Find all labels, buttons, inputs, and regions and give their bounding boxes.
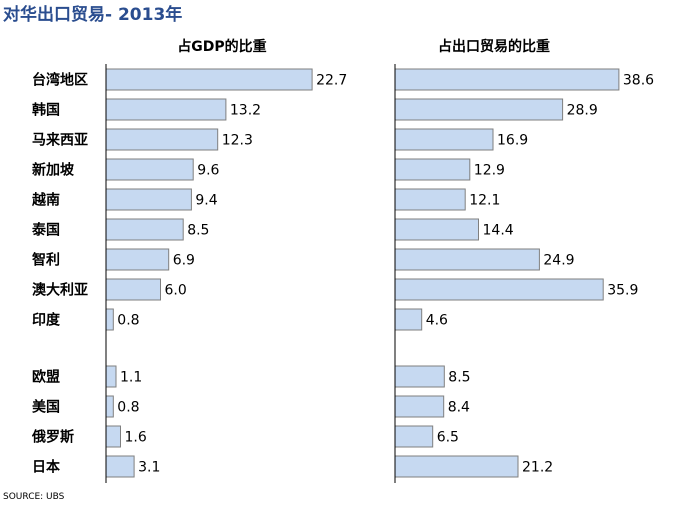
value-label-export-9: 8.5 xyxy=(448,370,470,386)
bar-gdp-8 xyxy=(105,308,114,331)
bar-export-9 xyxy=(394,365,445,388)
bar-gdp-3 xyxy=(105,158,194,181)
bar-export-0 xyxy=(394,68,620,91)
bar-export-3 xyxy=(394,158,471,181)
category-label-1: 韩国 xyxy=(32,102,60,119)
bar-gdp-0 xyxy=(105,68,313,91)
bar-export-12 xyxy=(394,455,519,478)
value-label-gdp-5: 8.5 xyxy=(187,223,209,239)
value-label-export-2: 16.9 xyxy=(497,133,528,149)
panel-title-export: 占出口贸易的比重 xyxy=(438,38,550,55)
category-label-7: 澳大利亚 xyxy=(32,282,88,299)
bar-gdp-6 xyxy=(105,248,170,271)
category-label-0: 台湾地区 xyxy=(32,72,88,89)
value-label-export-10: 8.4 xyxy=(448,400,470,416)
value-label-gdp-0: 22.7 xyxy=(316,73,347,89)
value-label-gdp-10: 0.8 xyxy=(117,400,139,416)
value-label-gdp-6: 6.9 xyxy=(173,253,195,269)
value-label-gdp-8: 0.8 xyxy=(117,313,139,329)
chart-title: 对华出口贸易- 2013年 xyxy=(3,4,182,25)
bar-export-2 xyxy=(394,128,494,151)
category-label-6: 智利 xyxy=(31,252,60,269)
category-label-9: 欧盟 xyxy=(32,369,60,386)
panel-gdp-share: 占GDP的比重 22.7 13.2 12.39.6 9.4 8.5 6.9 6.0 0.8 1.1… xyxy=(105,38,347,483)
category-label-12: 日本 xyxy=(32,459,61,476)
bar-export-8 xyxy=(394,308,423,331)
value-label-gdp-9: 1.1 xyxy=(120,370,142,386)
value-label-export-4: 12.1 xyxy=(469,193,500,209)
bar-gdp-10 xyxy=(105,395,114,418)
bar-gdp-7 xyxy=(105,278,161,301)
value-label-export-8: 4.6 xyxy=(426,313,448,329)
category-label-5: 泰国 xyxy=(31,222,60,239)
value-label-gdp-3: 9.6 xyxy=(197,163,219,179)
value-label-gdp-11: 1.6 xyxy=(125,430,147,446)
panel-title-gdp: 占GDP的比重 xyxy=(177,38,266,55)
bar-export-5 xyxy=(394,218,479,241)
category-label-4: 越南 xyxy=(31,192,60,209)
bar-gdp-9 xyxy=(105,365,117,388)
value-label-gdp-7: 6.0 xyxy=(165,283,187,299)
category-label-8: 印度 xyxy=(32,312,61,329)
panel-export-share: 占出口贸易的比重 38.6 28.9 16.9 12.9 12.1 14.4 24.9 35.9… xyxy=(394,38,654,483)
bar-gdp-1 xyxy=(105,98,227,121)
bar-export-6 xyxy=(394,248,540,271)
bar-export-1 xyxy=(394,98,564,121)
category-label-2: 马来西亚 xyxy=(32,133,88,149)
bar-gdp-4 xyxy=(105,188,192,211)
source-note: SOURCE: UBS xyxy=(3,492,65,502)
bar-gdp-12 xyxy=(105,455,135,478)
bar-gdp-5 xyxy=(105,218,184,241)
bar-export-4 xyxy=(394,188,466,211)
value-label-export-0: 38.6 xyxy=(623,73,654,89)
category-label-3: 新加坡 xyxy=(32,162,75,179)
value-label-gdp-12: 3.1 xyxy=(138,460,160,476)
bar-export-7 xyxy=(394,278,604,301)
category-label-10: 美国 xyxy=(32,399,60,416)
bar-gdp-2 xyxy=(105,128,219,151)
value-label-export-6: 24.9 xyxy=(543,253,574,269)
value-label-export-12: 21.2 xyxy=(522,460,553,476)
value-label-export-5: 14.4 xyxy=(483,223,514,239)
value-label-gdp-1: 13.2 xyxy=(230,103,261,119)
value-label-gdp-2: 12.3 xyxy=(222,133,253,149)
value-label-gdp-4: 9.4 xyxy=(195,193,217,209)
bar-gdp-11 xyxy=(105,425,121,448)
value-label-export-7: 35.9 xyxy=(607,283,638,299)
value-label-export-11: 6.5 xyxy=(437,430,459,446)
bar-export-11 xyxy=(394,425,434,448)
bar-export-10 xyxy=(394,395,445,418)
value-label-export-1: 28.9 xyxy=(567,103,598,119)
category-label-11: 俄罗斯 xyxy=(31,429,74,446)
value-label-export-3: 12.9 xyxy=(474,163,505,179)
